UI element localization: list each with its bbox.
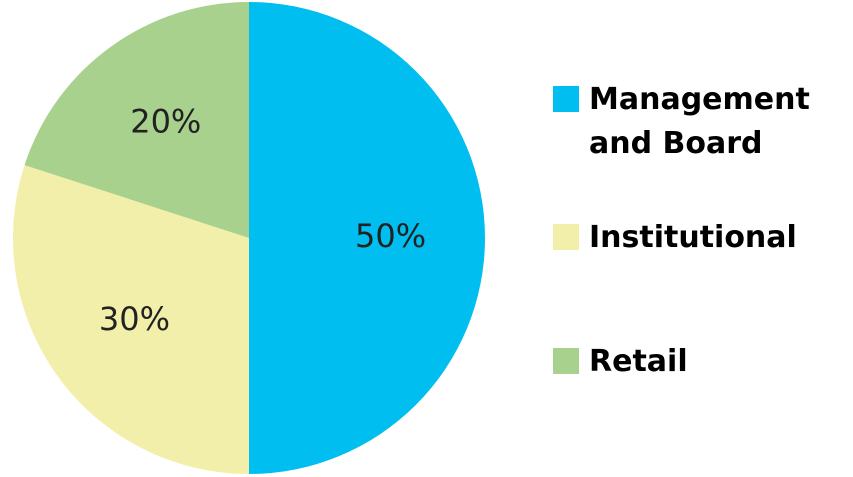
data-label-retail: 20% — [130, 102, 201, 140]
data-label-institutional: 30% — [99, 300, 170, 338]
legend-label-institutional: Institutional — [589, 216, 839, 260]
data-label-management-and-board: 50% — [355, 217, 426, 255]
legend-label-retail: Retail — [589, 340, 839, 384]
legend-label-management-and-board: Management and Board — [589, 78, 839, 166]
legend-item-management-and-board: Management and Board — [553, 78, 839, 166]
legend-swatch-retail — [553, 348, 579, 374]
legend-item-retail: Retail — [553, 340, 839, 384]
legend-swatch-institutional — [553, 224, 579, 250]
legend-item-institutional: Institutional — [553, 216, 839, 260]
legend-swatch-management-and-board — [553, 86, 579, 112]
